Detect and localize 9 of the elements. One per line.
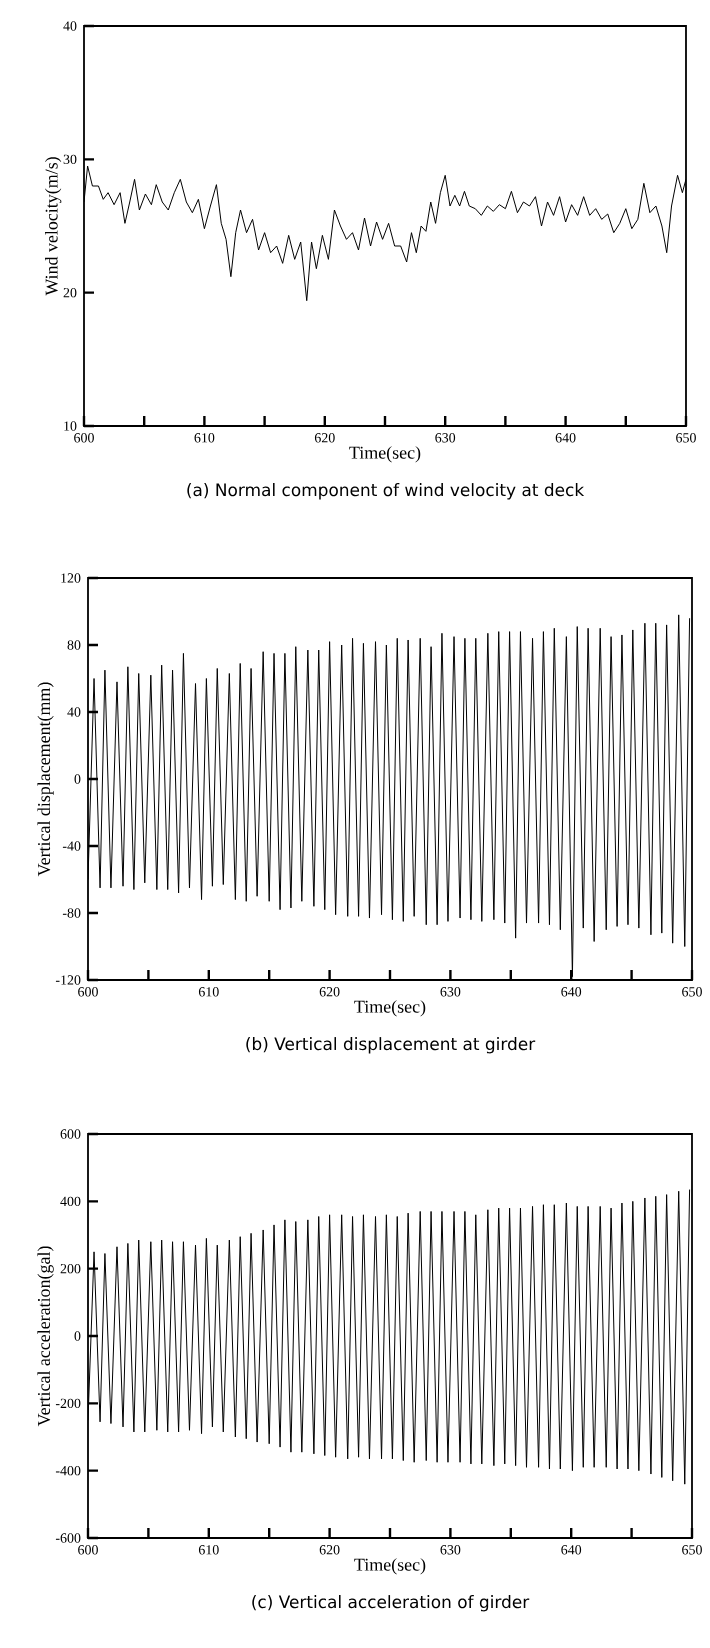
x-axis-title: Time(sec) xyxy=(349,446,421,463)
y-axis-title: Vertical acceleration(gal) xyxy=(37,1246,55,1427)
text: (b) Vertical displacement at girder xyxy=(246,1037,536,1054)
text: (c) Vertical acceleration of girder xyxy=(252,1595,530,1612)
x-axis-title: Time(sec) xyxy=(354,1000,426,1017)
y-axis-title: Vertical displacement(mm) xyxy=(37,682,55,877)
y-axis-title: Wind velocity(m/s) xyxy=(45,157,62,296)
x-axis-title: Time(sec) xyxy=(354,1558,426,1575)
text: (a) Normal component of wind velocity at deck xyxy=(187,483,585,500)
